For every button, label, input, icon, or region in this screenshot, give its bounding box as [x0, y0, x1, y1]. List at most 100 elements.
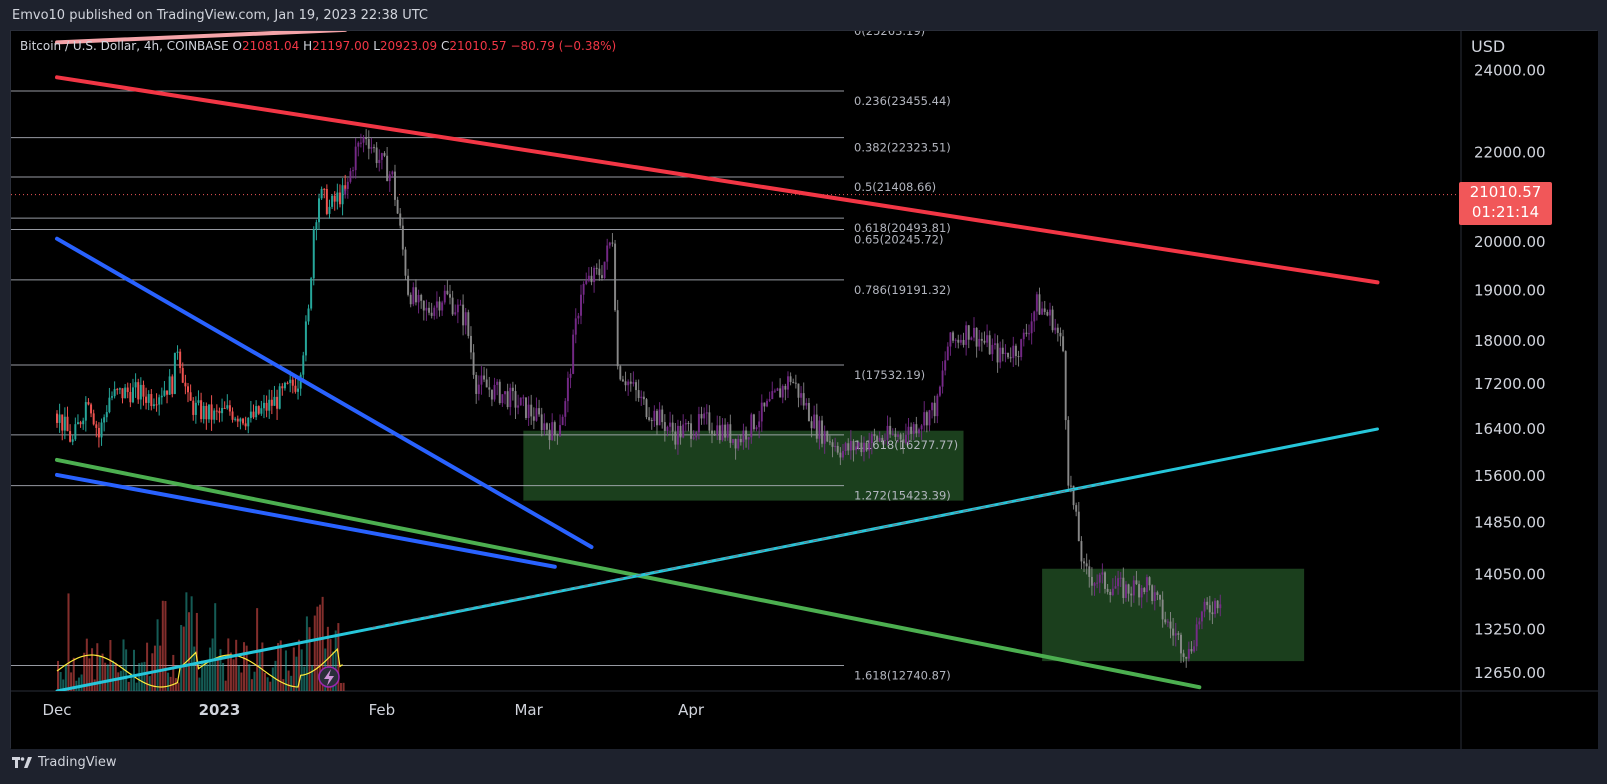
candle-body — [1043, 308, 1046, 312]
candle-body — [776, 388, 779, 391]
candle-body — [574, 318, 577, 335]
price-axis-tick: 15600.00 — [1474, 467, 1546, 485]
candle-body — [1028, 333, 1031, 335]
candle-body — [1048, 309, 1051, 316]
fib-retracement: 0(25263.19) 0.236(23455.44) 0.382(22323.51… — [11, 31, 958, 682]
candle-body — [931, 402, 934, 411]
chart-frame[interactable]: 0(25263.19) 0.236(23455.44) 0.382(22323.51… — [10, 30, 1598, 749]
candle-body — [425, 307, 428, 311]
candle-body — [910, 426, 913, 434]
volume-bar — [224, 680, 227, 691]
candle-body — [215, 410, 218, 412]
candle-body — [1122, 577, 1125, 598]
candle-body — [616, 310, 619, 367]
candle-body — [163, 390, 166, 396]
candle-body — [430, 312, 433, 316]
volume-bar — [67, 593, 70, 691]
price-axis-tick: 12650.00 — [1474, 664, 1546, 682]
price-chart[interactable]: 0(25263.19) 0.236(23455.44) 0.382(22323.51… — [11, 31, 1598, 749]
candle-body — [582, 283, 585, 295]
candle-body — [766, 400, 769, 407]
volume-bar — [106, 664, 109, 691]
price-axis-tick: 13250.00 — [1474, 621, 1546, 639]
volume-bar — [57, 660, 60, 691]
current-price-tag: 21010.57 01:21:14 — [1459, 182, 1552, 225]
candle-body — [1109, 591, 1112, 596]
candle-body — [1020, 339, 1023, 358]
tradingview-logo-icon — [12, 756, 32, 768]
candle-body — [755, 427, 758, 430]
candle-body — [428, 307, 431, 313]
candle-body — [1177, 633, 1180, 635]
currency-label[interactable]: USD — [1471, 37, 1506, 56]
candle-body — [244, 423, 247, 427]
volume-bar — [117, 672, 120, 691]
candle-body — [566, 377, 569, 402]
tradingview-footer[interactable]: TradingView — [12, 755, 117, 770]
volume-bar — [279, 640, 282, 691]
volume-bar — [339, 682, 342, 691]
candle-body — [1166, 621, 1169, 623]
candle-body — [231, 411, 234, 420]
candle-body — [868, 443, 871, 451]
candle-body — [535, 408, 538, 421]
candle-body — [967, 325, 970, 340]
candle-body — [750, 414, 753, 438]
candle-body — [577, 315, 580, 319]
candle-body — [724, 424, 727, 438]
volume-bar — [292, 647, 295, 691]
candle-body — [608, 242, 611, 246]
candle-body — [1182, 653, 1185, 657]
candle-body — [773, 390, 776, 392]
volume-bar — [295, 656, 298, 691]
candle-body — [171, 376, 174, 394]
candle-body — [1025, 332, 1028, 334]
volume-bar — [258, 649, 261, 691]
candle-body — [359, 142, 362, 144]
volume-bar — [156, 619, 159, 691]
fib-level-label: 1(17532.19) — [854, 368, 925, 382]
candle-body — [834, 445, 837, 447]
candle-body — [407, 275, 410, 295]
candle-body — [1062, 336, 1065, 352]
candle-body — [194, 402, 197, 415]
candle-body — [815, 414, 818, 439]
candle-body — [469, 335, 472, 353]
candle-body — [291, 379, 294, 386]
volume-bar — [125, 649, 128, 691]
candle-body — [760, 402, 763, 422]
candle-body — [954, 339, 957, 341]
candle-body — [443, 290, 446, 303]
candle-body — [299, 374, 302, 389]
candle-body — [1153, 592, 1156, 601]
candle-body — [307, 308, 310, 322]
ohlc-legend: Bitcoin / U.S. Dollar, 4h, COINBASE O210… — [20, 39, 616, 53]
candle-body — [959, 339, 962, 343]
candle-body — [540, 414, 543, 431]
candle-body — [852, 440, 855, 451]
candle-body — [103, 417, 106, 423]
candle-body — [189, 392, 192, 401]
candle-body — [805, 402, 808, 406]
volume-bar — [177, 682, 180, 691]
volume-bar — [96, 643, 99, 691]
candle-body — [56, 413, 58, 423]
candle-body — [836, 445, 839, 453]
volume-bar — [216, 658, 219, 691]
volume-bar — [232, 659, 235, 691]
candle-body — [176, 351, 179, 353]
candle-body — [207, 404, 210, 420]
candle-body — [590, 275, 593, 283]
candle-body — [870, 433, 873, 444]
candle-body — [564, 401, 567, 417]
candle-body — [472, 352, 475, 375]
candle-body — [676, 425, 679, 445]
candle-body — [228, 405, 231, 412]
candle-body — [779, 388, 782, 398]
candle-body — [262, 402, 265, 409]
candle-body — [344, 188, 347, 195]
candle-body — [391, 171, 394, 175]
candle-body — [328, 206, 331, 214]
candle-body — [650, 420, 653, 422]
candle-body — [729, 424, 732, 443]
